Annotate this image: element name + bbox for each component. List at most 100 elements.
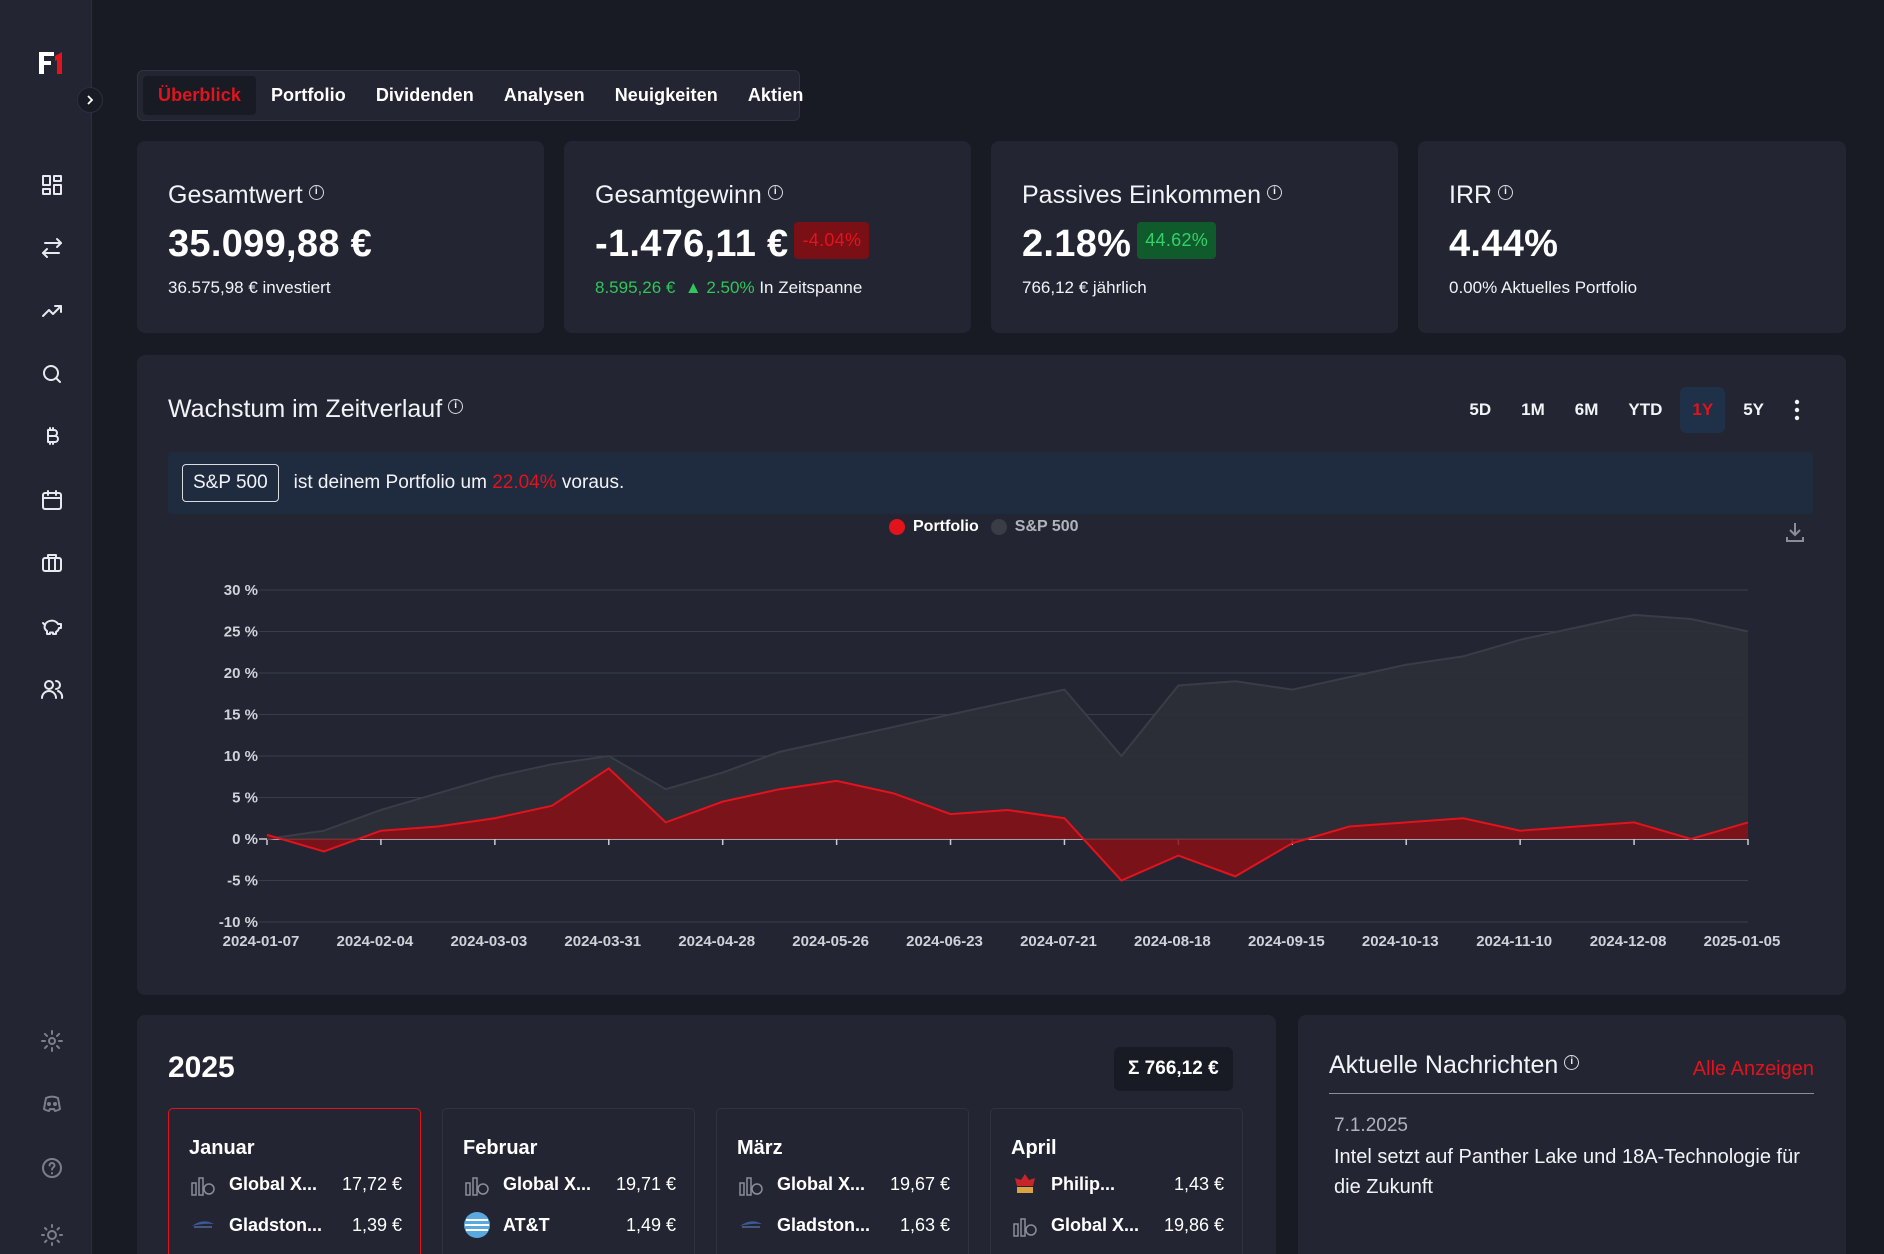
news-card: Aktuelle Nachrichten i Alle Anzeigen 7.1.…	[1298, 1015, 1846, 1254]
benchmark-comparison: S&P 500 ist deinem Portfolio um 22.04% v…	[168, 452, 1813, 514]
trending-icon[interactable]	[38, 297, 66, 325]
info-icon[interactable]: i	[1266, 184, 1282, 200]
y-tick-label: -10 %	[219, 914, 258, 931]
info-icon[interactable]: i	[1498, 184, 1514, 200]
tab-stocks[interactable]: Aktien	[747, 85, 804, 105]
kpi-badge: 44.62%	[1137, 222, 1217, 260]
y-tick-label: 0 %	[232, 831, 258, 848]
stock-name: Gladston...	[229, 1214, 323, 1235]
legend-sp500[interactable]: S&P 500	[990, 518, 1079, 536]
dividend-sum: Σ 766,12 €	[1114, 1047, 1233, 1091]
more-options-icon[interactable]	[1794, 399, 1800, 421]
dividend-row[interactable]: Philip... 1,43 €	[1011, 1169, 1224, 1199]
range-ytd[interactable]: YTD	[1628, 400, 1663, 419]
kpi-sub-amount: 8.595,26 €	[595, 278, 676, 297]
tab-analyses[interactable]: Analysen	[503, 85, 585, 105]
range-5d[interactable]: 5D	[1469, 400, 1492, 419]
briefcase-icon[interactable]	[38, 549, 66, 577]
dividend-amount: 1,39 €	[351, 1214, 402, 1235]
kpi-irr: IRR i 4.44% 0.00% Aktuelles Portfolio	[1418, 141, 1846, 333]
calendar-icon[interactable]	[38, 486, 66, 514]
range-1m[interactable]: 1M	[1521, 400, 1545, 419]
news-headline[interactable]: Intel setzt auf Panther Lake und 18A-Tec…	[1334, 1146, 1800, 1198]
sidebar-collapse-button[interactable]	[77, 87, 103, 113]
comparison-pct: 22.04%	[492, 472, 557, 493]
transfer-icon[interactable]	[38, 234, 66, 262]
search-icon[interactable]	[38, 360, 66, 388]
range-selector: 5D 1M 6M YTD 1Y 5Y	[1457, 387, 1776, 433]
dividend-row[interactable]: AT&T 1,49 €	[463, 1210, 676, 1240]
tab-news[interactable]: Neuigkeiten	[614, 85, 718, 105]
month-card-march[interactable]: März Global X... 19,67 € Gladston... 1,6…	[716, 1108, 969, 1254]
info-icon[interactable]: i	[1564, 1054, 1580, 1070]
month-card-january[interactable]: Januar Global X... 17,72 € Gladston... 1…	[168, 1108, 421, 1254]
settings-icon[interactable]	[38, 1027, 66, 1055]
comparison-text-end: voraus.	[561, 472, 625, 493]
info-icon[interactable]: i	[767, 184, 783, 200]
dividend-amount: 1,49 €	[625, 1214, 676, 1235]
info-icon[interactable]: i	[448, 398, 464, 414]
gladstone-icon	[737, 1211, 765, 1239]
kpi-total-value: Gesamtwert i 35.099,88 € 36.575,98 € inve…	[137, 141, 544, 333]
x-tick-label: 2024-02-04	[337, 933, 414, 950]
theme-icon[interactable]	[38, 1221, 66, 1249]
dividend-row[interactable]: Gladston... 1,63 €	[737, 1210, 950, 1240]
info-icon[interactable]: i	[308, 184, 324, 200]
help-icon[interactable]	[38, 1154, 66, 1182]
show-all-news-link[interactable]: Alle Anzeigen	[1692, 1058, 1814, 1080]
month-card-april[interactable]: April Philip... 1,43 € Global X... 19,86…	[990, 1108, 1243, 1254]
x-tick-label: 2024-05-26	[792, 933, 869, 950]
news-title: Aktuelle Nachrichten	[1329, 1051, 1559, 1079]
news-date: 7.1.2025	[1334, 1115, 1408, 1136]
users-icon[interactable]	[38, 675, 66, 703]
dividend-row[interactable]: Global X... 19,67 €	[737, 1169, 950, 1199]
range-1y[interactable]: 1Y	[1680, 387, 1726, 433]
dividend-amount: 19,71 €	[615, 1173, 676, 1194]
y-tick-label: 20 %	[224, 665, 258, 682]
dividend-amount: 19,67 €	[889, 1173, 950, 1194]
stock-name: Global X...	[1051, 1214, 1140, 1235]
dividend-row[interactable]: Global X... 17,72 €	[189, 1169, 402, 1199]
month-name: März	[737, 1137, 783, 1159]
dividend-row[interactable]: Global X... 19,71 €	[463, 1169, 676, 1199]
app-logo[interactable]	[36, 48, 66, 78]
kpi-value: 4.44%	[1449, 223, 1559, 265]
dividend-calendar-card: 2025 Σ 766,12 € Januar Global X... 17,72…	[137, 1015, 1276, 1254]
kpi-sub-pct: ▲ 2.50%	[684, 278, 755, 297]
chart-legend: Portfolio S&P 500	[889, 518, 1079, 536]
kpi-badge: -4.04%	[794, 222, 870, 260]
y-tick-label: 30 %	[224, 582, 258, 599]
comparison-text: ist deinem Portfolio um	[293, 472, 487, 493]
benchmark-selector[interactable]: S&P 500	[182, 464, 279, 502]
kpi-label: Gesamtgewinn	[595, 181, 762, 209]
stock-name: AT&T	[503, 1214, 550, 1235]
range-6m[interactable]: 6M	[1574, 400, 1599, 419]
download-icon[interactable]	[1783, 520, 1807, 544]
kpi-total-gain: Gesamtgewinn i -1.476,11 € -4.04% 8.595,26…	[564, 141, 971, 333]
month-name: Januar	[189, 1137, 255, 1159]
kpi-label: Passives Einkommen	[1022, 181, 1261, 209]
discord-icon[interactable]	[38, 1090, 66, 1118]
dividend-row[interactable]: Gladston... 1,39 €	[189, 1210, 402, 1240]
etf-icon	[189, 1170, 217, 1198]
kpi-value: 35.099,88 €	[168, 223, 373, 265]
philip-morris-icon	[1011, 1170, 1039, 1198]
divider	[1329, 1093, 1814, 1094]
piggy-bank-icon[interactable]	[38, 612, 66, 640]
dividend-amount: 17,72 €	[341, 1173, 402, 1194]
kpi-sub: 766,12 € jährlich	[1022, 278, 1147, 297]
y-tick-label: -5 %	[227, 873, 258, 890]
tab-dividends[interactable]: Dividenden	[375, 85, 474, 105]
dashboard-icon[interactable]	[38, 171, 66, 199]
dividend-amount: 19,86 €	[1163, 1214, 1224, 1235]
tab-overview[interactable]: Überblick	[143, 76, 256, 115]
month-card-february[interactable]: Februar Global X... 19,71 € AT&T 1,49 €	[442, 1108, 695, 1254]
bitcoin-icon[interactable]	[38, 423, 66, 451]
x-tick-label: 2024-04-28	[678, 933, 755, 950]
range-5y[interactable]: 5Y	[1743, 400, 1764, 419]
x-tick-label: 2024-01-07	[223, 933, 300, 950]
dividend-row[interactable]: Global X... 19,86 €	[1011, 1210, 1224, 1240]
tab-portfolio[interactable]: Portfolio	[270, 85, 346, 105]
legend-portfolio[interactable]: Portfolio	[889, 518, 979, 536]
main-tabs: Überblick Portfolio Dividenden Analysen …	[137, 70, 803, 121]
